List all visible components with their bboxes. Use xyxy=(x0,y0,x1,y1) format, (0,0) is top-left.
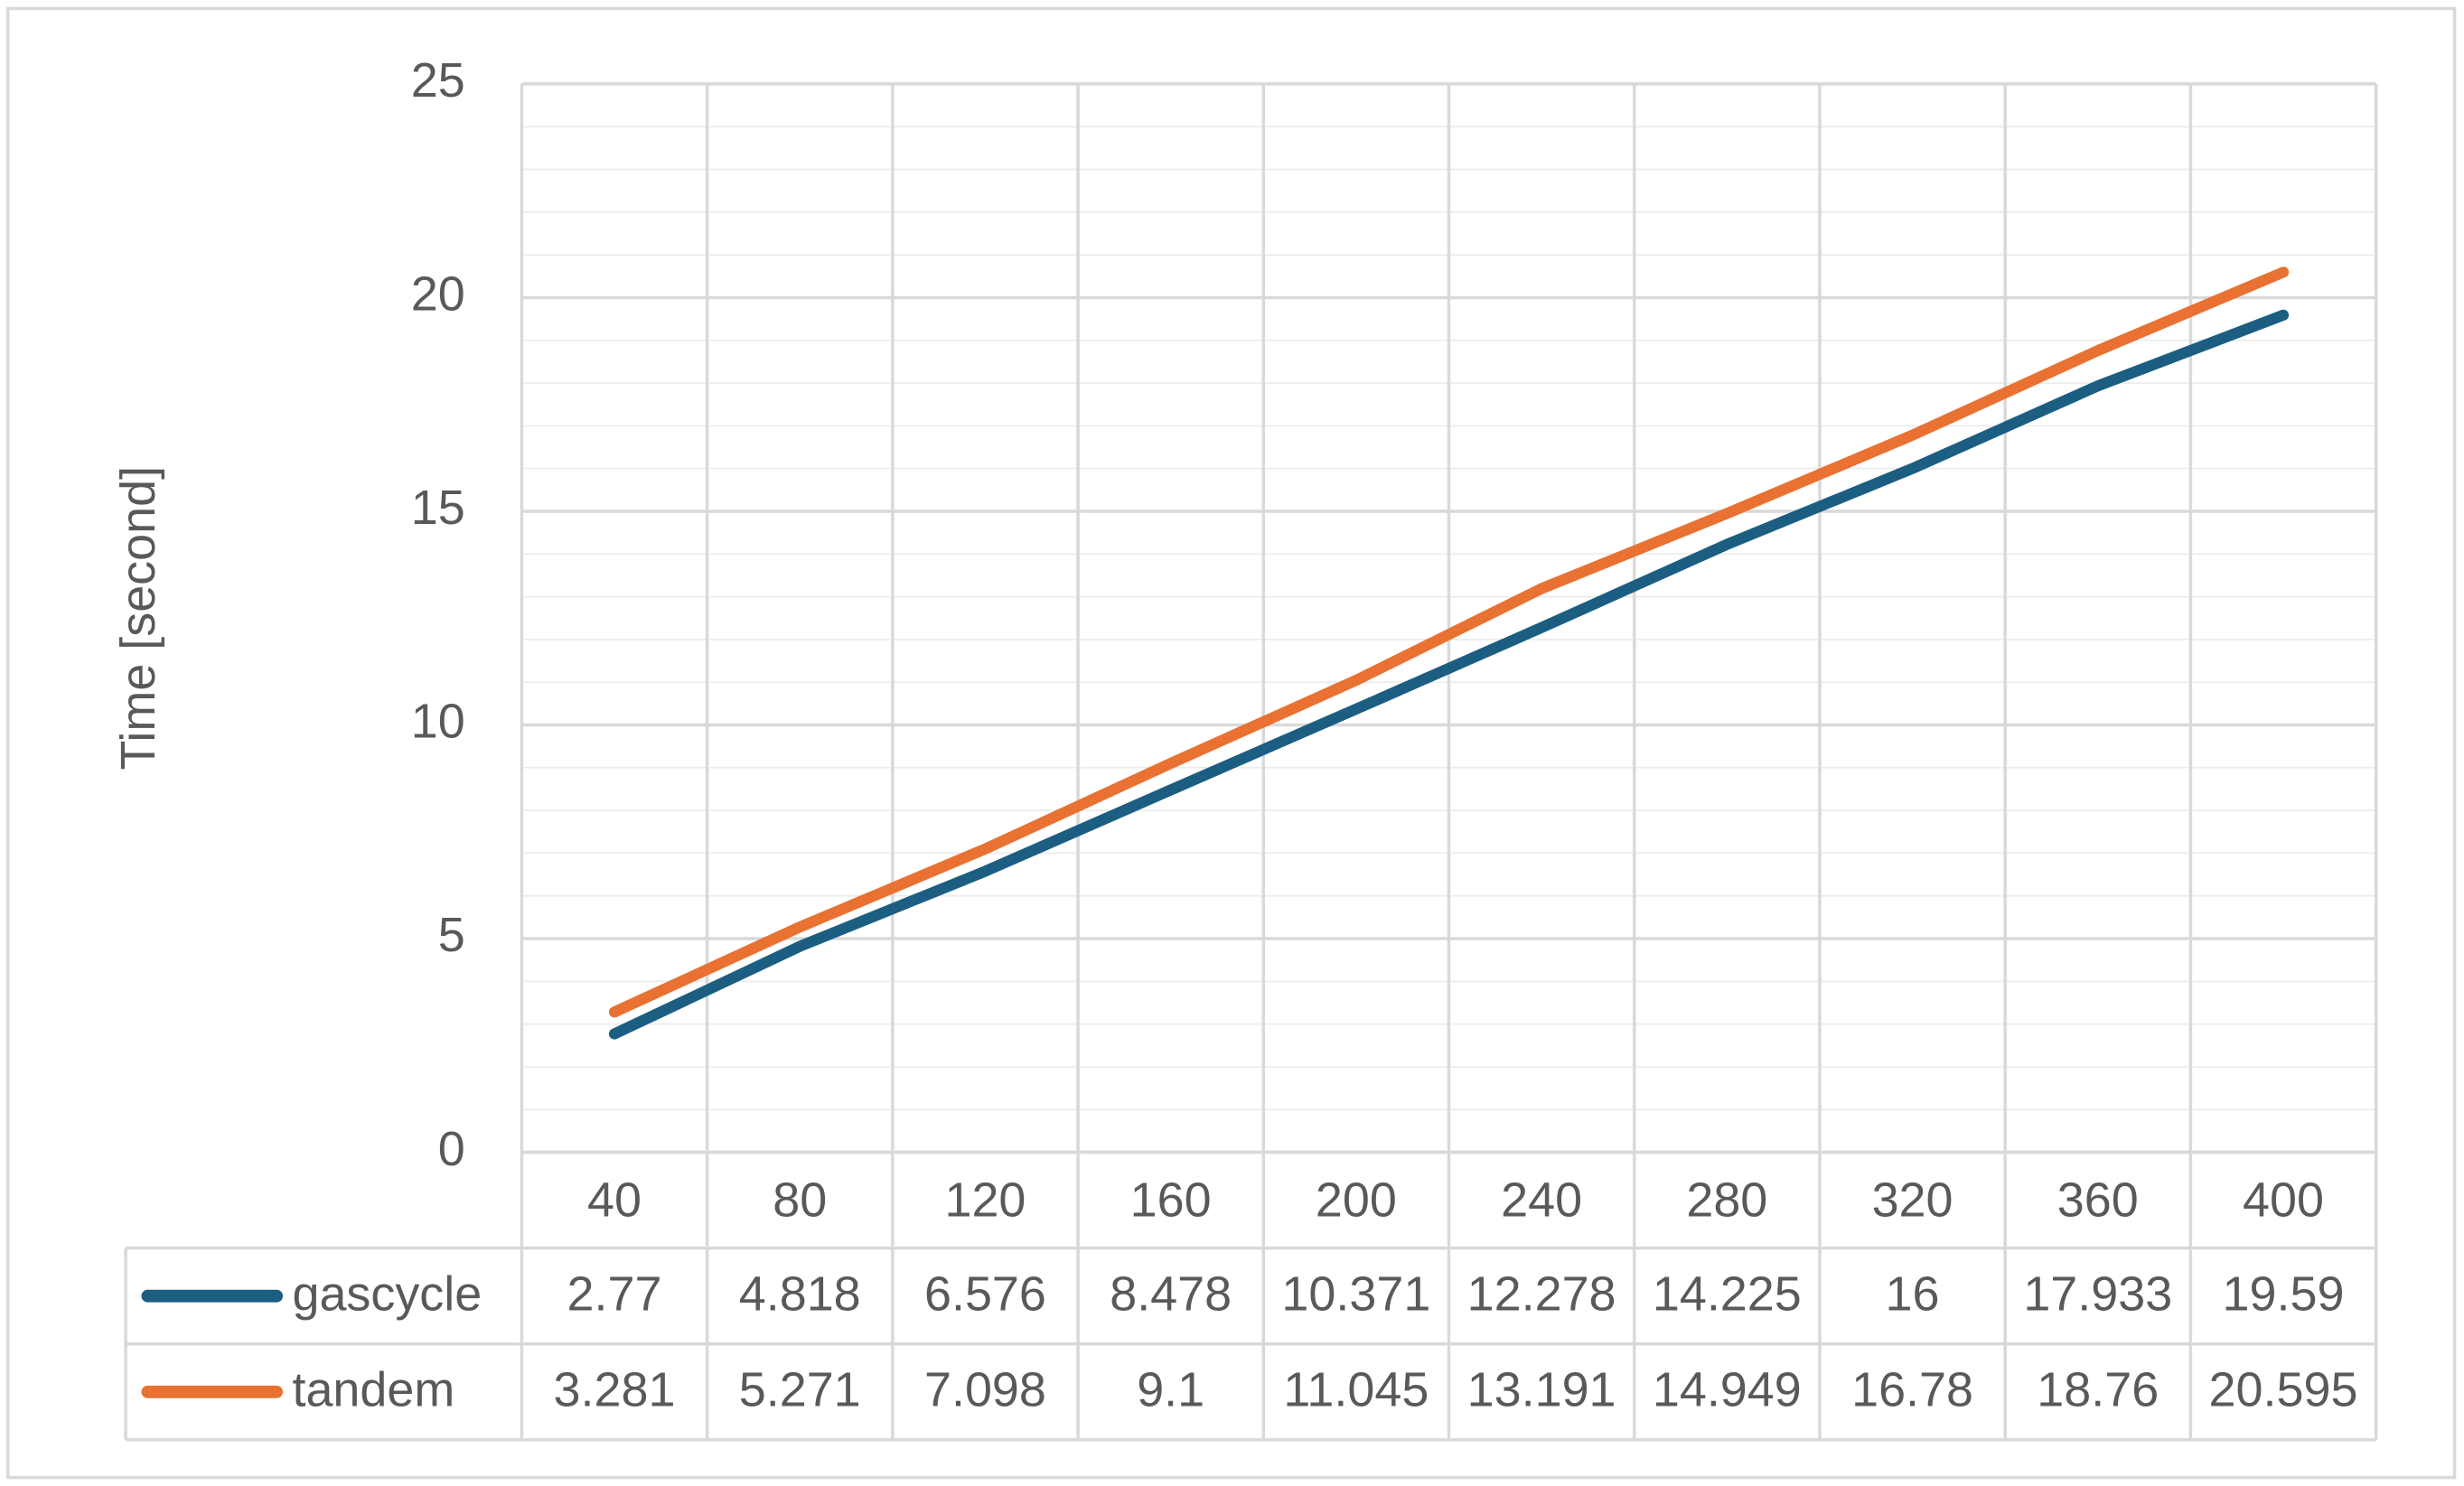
x-tick-label: 80 xyxy=(773,1173,827,1227)
table-value: 12.278 xyxy=(1467,1267,1616,1322)
y-tick-label: 10 xyxy=(411,695,465,749)
table-value: 11.045 xyxy=(1283,1363,1429,1417)
table-value: 14.949 xyxy=(1653,1363,1802,1417)
table-value: 16 xyxy=(1886,1267,1940,1322)
y-tick-label: 15 xyxy=(411,481,465,535)
series-line xyxy=(608,266,2290,1018)
table-value: 4.818 xyxy=(739,1267,861,1322)
table-value: 16.78 xyxy=(1851,1363,1973,1417)
table-value: 20.595 xyxy=(2209,1363,2358,1417)
y-tick-label: 5 xyxy=(438,908,465,962)
table-value: 18.76 xyxy=(2037,1363,2159,1417)
table-value: 17.933 xyxy=(2023,1267,2172,1322)
table-value: 3.281 xyxy=(554,1363,676,1417)
table-value: 6.576 xyxy=(924,1267,1046,1322)
table-value: 19.59 xyxy=(2223,1267,2345,1322)
legend-label: tandem xyxy=(292,1363,454,1417)
x-tick-label: 200 xyxy=(1316,1173,1397,1227)
table-value: 7.098 xyxy=(924,1363,1046,1417)
y-axis-label: Time [second] xyxy=(111,466,165,771)
x-tick-label: 320 xyxy=(1872,1173,1953,1227)
table-value: 2.77 xyxy=(567,1267,662,1322)
y-tick-label: 20 xyxy=(411,267,465,322)
x-tick-label: 240 xyxy=(1501,1173,1582,1227)
x-tick-label: 400 xyxy=(2243,1173,2324,1227)
y-tick-label: 25 xyxy=(411,53,465,107)
table-value: 10.371 xyxy=(1281,1267,1430,1322)
table-value: 8.478 xyxy=(1110,1267,1232,1322)
table-value: 13.191 xyxy=(1467,1363,1616,1417)
series-line xyxy=(608,309,2290,1040)
legend-label: gascycle xyxy=(292,1267,482,1322)
table-value: 14.225 xyxy=(1653,1267,1802,1322)
y-tick-label: 0 xyxy=(438,1122,465,1176)
table-value: 9.1 xyxy=(1137,1363,1204,1417)
x-tick-label: 160 xyxy=(1130,1173,1212,1227)
table-value: 5.271 xyxy=(739,1363,861,1417)
x-tick-label: 280 xyxy=(1686,1173,1767,1227)
x-tick-label: 360 xyxy=(2057,1173,2139,1227)
x-tick-label: 120 xyxy=(944,1173,1026,1227)
x-tick-label: 40 xyxy=(587,1173,642,1227)
chart-border xyxy=(5,6,2457,1480)
